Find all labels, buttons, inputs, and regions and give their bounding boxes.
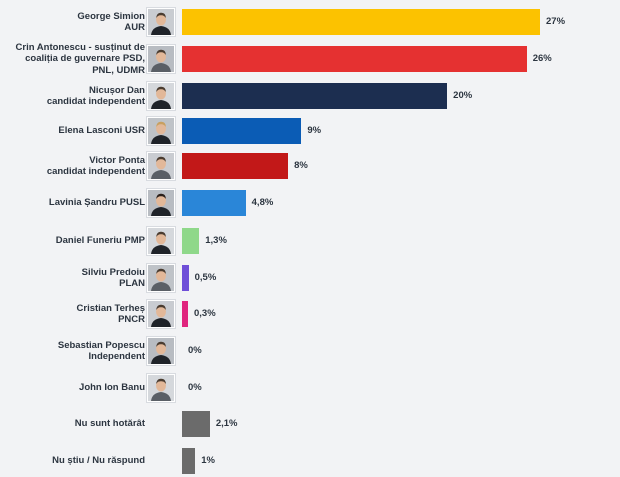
category-label: Nu sunt hotărât [0, 408, 145, 440]
category-label-line: Independent [88, 351, 145, 362]
portrait-icon [147, 45, 175, 73]
category-label-line: Cristian Terheș [76, 302, 145, 314]
category-label: Nu știu / Nu răspund [0, 445, 145, 477]
bar-row: Nicușor Dan candidat independent 20% [0, 80, 620, 112]
category-label-line: George Simion [77, 10, 145, 22]
portrait-icon [147, 189, 175, 217]
category-label-line: Lavinia Șandru PUSL [48, 197, 145, 209]
data-label: 4,8% [251, 197, 274, 208]
bar-row: Elena Lasconi USR 9% [0, 115, 620, 147]
category-label: Silviu Predoiu PLAN [0, 262, 145, 294]
bar [182, 153, 289, 179]
data-label: 1% [201, 455, 215, 466]
category-label-line: Silviu Predoiu [81, 266, 145, 278]
bar [182, 190, 246, 216]
portrait-icon [147, 117, 175, 145]
bar-row: Silviu Predoiu PLAN 0,5% [0, 262, 620, 294]
data-label: 8% [294, 160, 308, 171]
category-label-line: PLAN [119, 278, 145, 289]
category-label-line: Daniel Funeriu PMP [55, 235, 145, 247]
bar-row: Crin Antonescu - susținut de coaliția de … [0, 41, 620, 76]
data-label: 26% [532, 53, 552, 64]
category-label: George Simion AUR [0, 6, 145, 38]
category-label-line: John Ion Banu [79, 382, 145, 394]
portrait-icon [147, 337, 175, 365]
category-label-line: PNL, UDMR [92, 64, 145, 76]
bar-row: Cristian Terheș PNCR 0,3% [0, 298, 620, 330]
category-label-line: Nicușor Dan [89, 84, 145, 96]
bar [182, 9, 540, 35]
category-label: Daniel Funeriu PMP [0, 225, 145, 257]
data-label: 20% [453, 90, 473, 101]
category-label-line: Elena Lasconi USR [58, 125, 145, 137]
category-label-line: AUR [124, 22, 145, 33]
category-label-line: Nu știu / Nu răspund [52, 455, 145, 467]
bar [182, 83, 448, 109]
category-label-line: Sebastian Popescu [57, 339, 145, 351]
category-label: Elena Lasconi USR [0, 115, 145, 147]
portrait-icon [147, 8, 175, 36]
bar [182, 228, 200, 254]
bar-row: Daniel Funeriu PMP 1,3% [0, 225, 620, 257]
bar-row: Nu sunt hotărât 2,1% [0, 408, 620, 440]
data-label: 0% [188, 382, 202, 393]
portrait-icon [147, 300, 175, 328]
category-label: Crin Antonescu - susținut de coaliția de … [0, 41, 145, 76]
bar-row: George Simion AUR 27% [0, 6, 620, 38]
portrait-icon [147, 152, 175, 180]
bar [182, 448, 196, 474]
data-label: 0,5% [194, 272, 217, 283]
bar-row: Lavinia Șandru PUSL 4,8% [0, 187, 620, 219]
bar [182, 411, 210, 437]
bar-row: John Ion Banu 0% [0, 372, 620, 404]
category-label-line: PNCR [118, 314, 145, 325]
category-label: Cristian Terheș PNCR [0, 298, 145, 330]
data-label: 0% [188, 345, 202, 356]
data-label: 9% [307, 125, 322, 136]
data-label: 1,3% [205, 235, 227, 246]
category-label-line: candidat independent [46, 166, 145, 177]
category-label: Nicușor Dan candidat independent [0, 80, 145, 112]
portrait-icon [147, 264, 175, 292]
bar [182, 46, 527, 72]
data-label: 2,1% [215, 418, 238, 429]
category-label: John Ion Banu [0, 372, 145, 404]
category-label: Victor Ponta candidat independent [0, 150, 145, 182]
category-label-line: candidat independent [46, 96, 145, 107]
category-label-line: Victor Ponta [89, 154, 145, 166]
category-label-line: coaliția de guvernare PSD, [25, 53, 145, 65]
data-label: 0,3% [194, 308, 216, 319]
bar [182, 265, 189, 291]
portrait-icon [147, 374, 175, 402]
category-label-line: Nu sunt hotărât [74, 418, 145, 430]
bar-row: Victor Ponta candidat independent 8% [0, 150, 620, 182]
category-label-line: Crin Antonescu - susținut de [15, 41, 145, 53]
bar [182, 301, 188, 327]
category-label: Lavinia Șandru PUSL [0, 187, 145, 219]
category-label: Sebastian Popescu Independent [0, 335, 145, 367]
bar [182, 118, 302, 144]
portrait-icon [147, 82, 175, 110]
bar-row: Sebastian Popescu Independent 0% [0, 335, 620, 367]
portrait-icon [147, 227, 175, 255]
bar-row: Nu știu / Nu răspund 1% [0, 445, 620, 477]
data-label: 27% [546, 16, 566, 27]
